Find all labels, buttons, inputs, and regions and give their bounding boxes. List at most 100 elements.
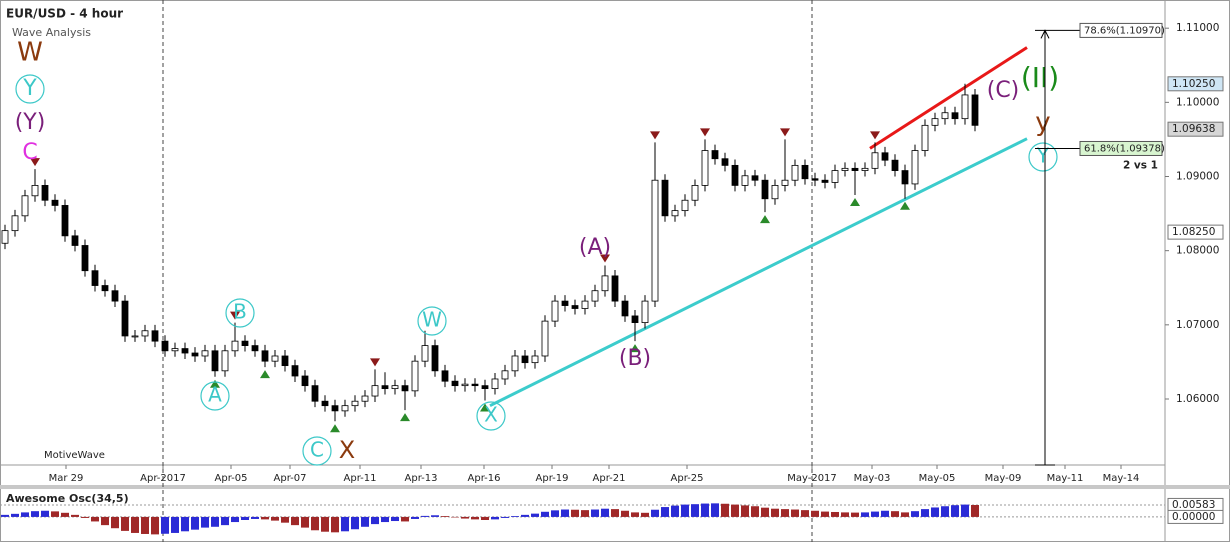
candle-body	[311, 385, 319, 402]
candle-body	[641, 300, 649, 324]
wave-label: B	[233, 300, 247, 324]
osc-bar	[871, 511, 879, 517]
wave-label: (Y)	[15, 110, 46, 135]
osc-bar	[611, 509, 619, 517]
price-label-box	[1167, 76, 1224, 92]
osc-bar	[331, 516, 339, 533]
osc-bar	[321, 516, 329, 532]
candle-body	[621, 300, 629, 317]
osc-bar	[261, 516, 269, 520]
osc-bar	[251, 516, 259, 519]
osc-bar	[781, 509, 789, 517]
wave-circle	[476, 401, 506, 431]
indicator-title: Awesome Osc(34,5)	[6, 492, 129, 505]
candle-body	[371, 385, 379, 397]
candle-body	[151, 330, 159, 342]
x-tick-label: Apr-16	[468, 473, 501, 484]
x-tick-label: May-14	[1103, 473, 1140, 484]
candle-body	[611, 275, 619, 302]
osc-tick-label: 0.00583	[1172, 499, 1215, 511]
candle-body	[821, 179, 829, 183]
x-tick-label: Apr-13	[405, 473, 438, 484]
candle-body	[781, 179, 789, 186]
osc-bar	[21, 512, 29, 517]
osc-bar	[641, 512, 649, 517]
x-tick-label: Mar 29	[49, 473, 84, 484]
osc-bar	[631, 512, 639, 517]
wave-label: X	[339, 436, 355, 464]
swing-low-marker	[900, 201, 910, 210]
candle-body	[881, 152, 889, 161]
osc-bar	[241, 516, 249, 520]
osc-bar	[381, 516, 389, 523]
osc-bar	[271, 516, 279, 521]
fib-note: 2 vs 1	[1123, 159, 1158, 171]
y-tick-label: 1.07000	[1176, 319, 1219, 331]
osc-bar	[171, 516, 179, 533]
swing-low-marker	[760, 215, 770, 224]
candle-body	[201, 350, 209, 357]
trendline	[489, 137, 1028, 408]
wave-label: (C)	[987, 78, 1020, 103]
osc-bar	[231, 516, 239, 523]
osc-bar	[281, 516, 289, 523]
price-label: 1.10250	[1172, 78, 1215, 90]
osc-bar	[481, 516, 489, 520]
wave-label: X	[484, 403, 498, 427]
osc-bar	[81, 516, 89, 518]
osc-bar	[761, 507, 769, 517]
swing-high-marker	[370, 358, 380, 367]
osc-bar	[371, 516, 379, 525]
candle-body	[1, 230, 9, 244]
fib-label-box	[1079, 140, 1163, 156]
y-tick-label: 1.08000	[1176, 245, 1219, 257]
x-tick-label: Apr-25	[671, 473, 704, 484]
candle-body	[111, 290, 119, 302]
candle-body	[531, 355, 539, 364]
osc-bar	[551, 510, 559, 517]
osc-bar	[161, 516, 169, 534]
candle-body	[261, 350, 269, 362]
osc-bar	[421, 515, 429, 517]
chart-subtitle: Wave Analysis	[12, 26, 91, 39]
candle-body	[221, 350, 229, 372]
candle-body	[691, 185, 699, 201]
candle-body	[251, 345, 259, 352]
candle-body	[411, 360, 419, 392]
osc-bar	[311, 516, 319, 531]
osc-bar	[721, 503, 729, 517]
candle-body	[381, 385, 389, 390]
swing-high-marker	[780, 128, 790, 137]
osc-bar	[581, 510, 589, 517]
candle-body	[631, 315, 639, 324]
price-label-box	[1167, 121, 1224, 137]
candle-body	[511, 355, 519, 372]
candle-body	[831, 170, 839, 183]
candle-body	[671, 210, 679, 217]
candle-body	[101, 285, 109, 292]
candle-body	[741, 175, 749, 186]
wave-circle	[225, 298, 255, 328]
osc-bar	[521, 514, 529, 517]
candle-body	[731, 164, 739, 186]
swing-high-marker	[870, 131, 880, 140]
osc-bar	[731, 504, 739, 517]
price-label: 1.08250	[1172, 226, 1215, 238]
candle-body	[281, 355, 289, 367]
candle-body	[321, 400, 329, 407]
candle-body	[341, 405, 349, 412]
candle-body	[61, 205, 69, 237]
osc-bar	[91, 516, 99, 522]
osc-bar	[561, 509, 569, 517]
candle-body	[701, 150, 709, 186]
wave-label: (A)	[579, 235, 611, 260]
price-label: 1.09638	[1172, 123, 1215, 135]
pane-separator	[0, 485, 1230, 489]
swing-low-marker	[480, 403, 490, 412]
osc-bar	[691, 504, 699, 517]
candle-body	[971, 94, 979, 126]
candle-body	[41, 185, 49, 201]
swing-high-marker	[650, 131, 660, 140]
